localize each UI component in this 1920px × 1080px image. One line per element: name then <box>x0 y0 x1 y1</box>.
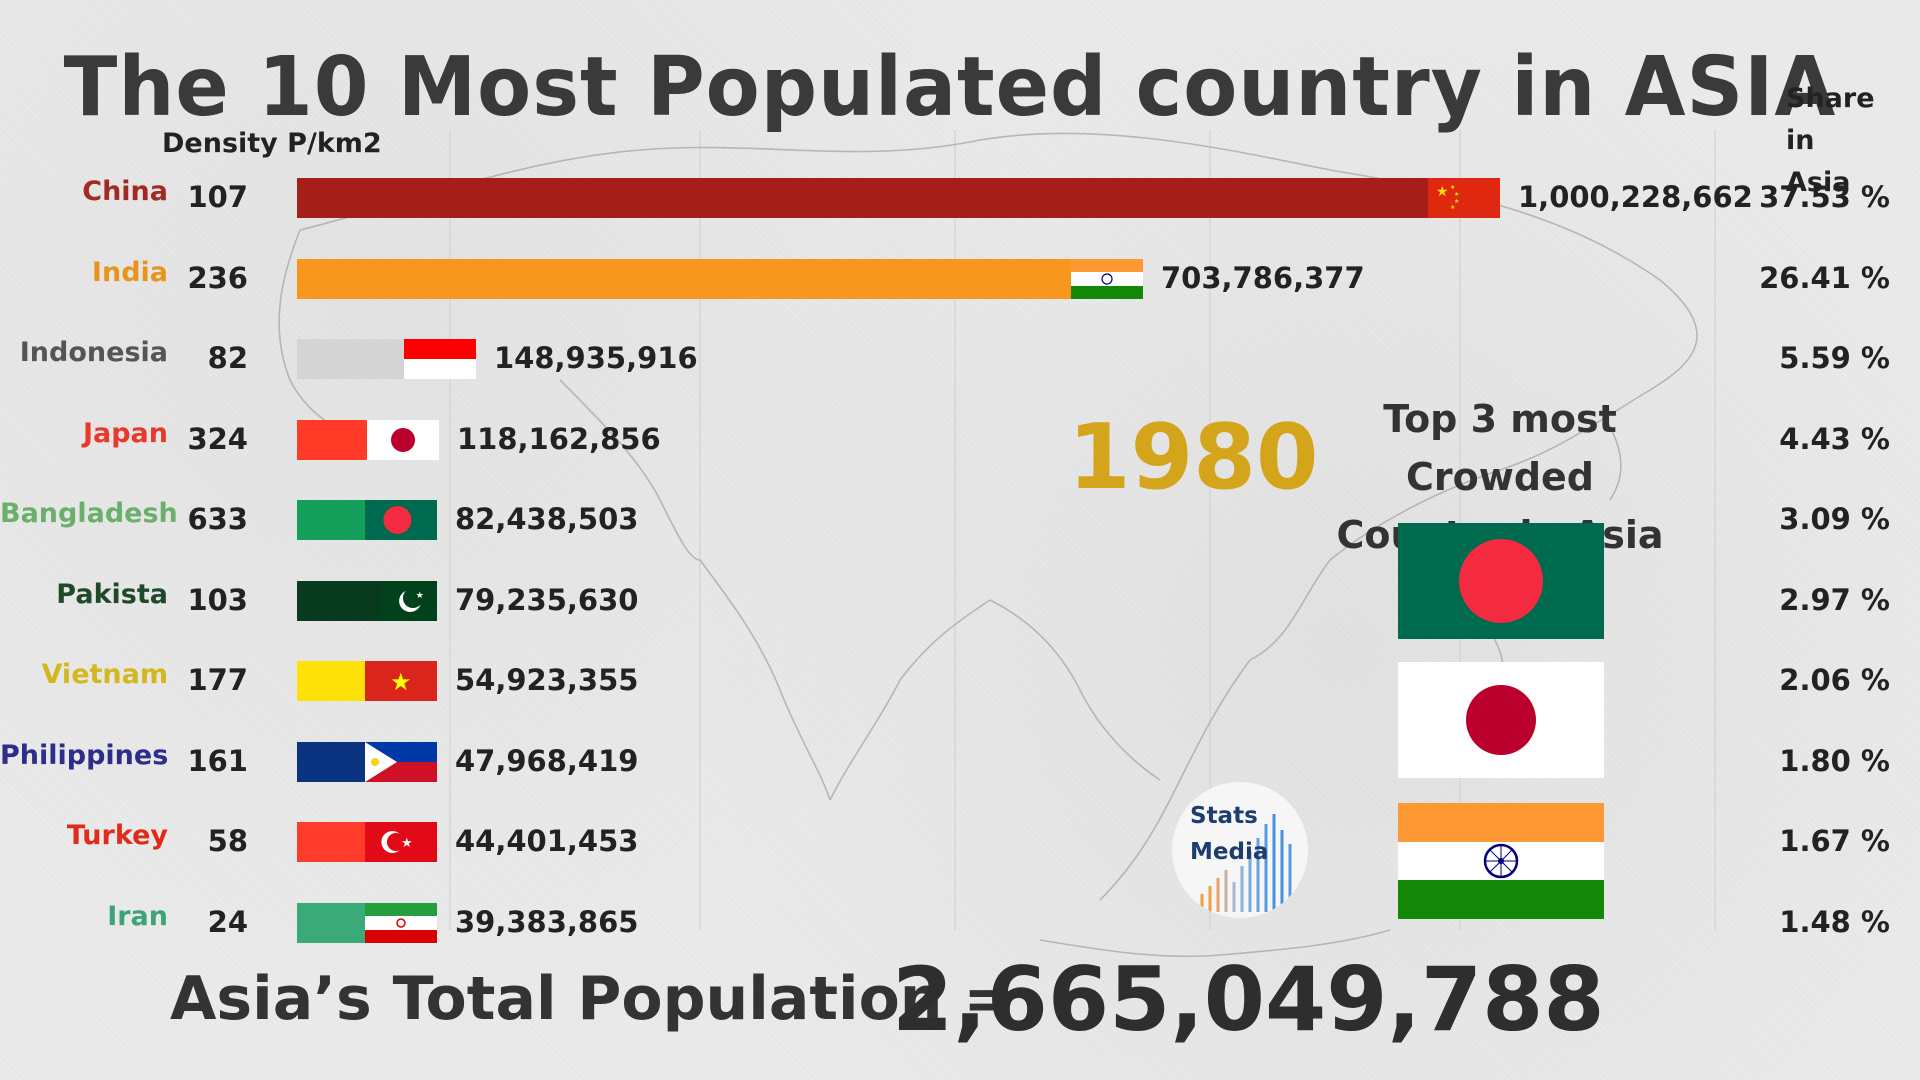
country-label: Japan <box>82 417 168 449</box>
density-header: Density P/km2 <box>162 128 382 159</box>
bar <box>297 500 437 540</box>
bar <box>297 339 476 379</box>
share-header-line-2: Asia <box>1786 167 1851 198</box>
bar-value-label: 79,235,630 <box>455 582 639 617</box>
logo-text: Stats Media <box>1190 798 1268 870</box>
bar: ★ ★ ★ ★ ★ <box>297 178 1500 218</box>
share-value: 37.53 % <box>1759 180 1890 214</box>
country-label: India <box>91 256 168 288</box>
japan-flag <box>367 419 439 460</box>
density-value: 24 <box>207 904 248 939</box>
country-label: China <box>82 176 168 207</box>
svg-text:★: ★ <box>1450 204 1455 211</box>
vietnam-flag: ★ <box>365 661 437 701</box>
density-value: 82 <box>207 341 248 375</box>
svg-text:★: ★ <box>1436 184 1449 200</box>
bar-value-label: 1,000,228,662 <box>1518 180 1753 214</box>
indonesia-flag <box>404 339 476 379</box>
share-value: 2.97 % <box>1779 582 1890 617</box>
share-value: 3.09 % <box>1779 502 1890 536</box>
top3-japan-flag <box>1398 662 1604 778</box>
density-value: 236 <box>187 260 248 295</box>
svg-text:★: ★ <box>390 668 412 696</box>
bar-value-label: 82,438,503 <box>455 502 639 536</box>
bar <box>297 741 437 782</box>
bar-value-label: 148,935,916 <box>494 341 698 375</box>
philippines-flag <box>365 741 437 782</box>
logo-text-line-2: Media <box>1190 839 1269 865</box>
bar <box>297 902 437 943</box>
density-value: 103 <box>187 582 248 617</box>
bar-value-label: 39,383,865 <box>455 904 639 939</box>
svg-text:★: ★ <box>1454 198 1459 205</box>
bar-value-label: 703,786,377 <box>1161 260 1365 295</box>
country-label: Iran <box>107 900 168 932</box>
bar: ★ <box>297 822 437 862</box>
svg-text:★: ★ <box>416 591 424 601</box>
total-population-label: Asia’s Total Population = <box>170 964 1014 1034</box>
share-header: Share in Asia <box>1786 78 1906 204</box>
top3-title-line-1: Top 3 most Crowded <box>1383 397 1617 499</box>
share-header-line-1: Share in <box>1786 83 1875 156</box>
share-value: 4.43 % <box>1779 421 1890 456</box>
year-label: 1980 <box>1068 405 1319 510</box>
india-flag <box>1071 258 1143 299</box>
svg-text:★: ★ <box>1454 191 1459 198</box>
china-flag: ★ ★ ★ ★ ★ <box>1428 178 1500 218</box>
share-value: 5.59 % <box>1779 341 1890 375</box>
svg-text:★: ★ <box>401 836 413 851</box>
bar-value-label: 54,923,355 <box>455 663 639 697</box>
density-value: 161 <box>187 743 248 778</box>
total-population-value: 2,665,049,788 <box>892 948 1605 1051</box>
bar-value-label: 47,968,419 <box>455 743 639 778</box>
density-value: 177 <box>187 663 248 697</box>
country-label: Philippines <box>0 739 169 771</box>
chart-title: The 10 Most Populated country in ASIA <box>63 40 1837 135</box>
share-value: 2.06 % <box>1779 663 1890 697</box>
pakistan-flag: ★ <box>381 580 437 621</box>
iran-flag <box>365 902 437 943</box>
country-label: Pakista <box>56 578 168 610</box>
country-label: Vietnam <box>41 659 168 690</box>
country-label: Bangladesh <box>0 498 178 529</box>
density-value: 633 <box>187 502 248 536</box>
bar <box>297 258 1143 299</box>
bar <box>297 419 439 460</box>
country-label: Turkey <box>66 820 168 851</box>
share-value: 1.48 % <box>1779 904 1890 939</box>
density-value: 58 <box>207 824 248 858</box>
share-value: 1.67 % <box>1779 824 1890 858</box>
svg-text:★: ★ <box>1450 184 1455 191</box>
bar: ★ <box>297 580 437 621</box>
country-label: Indonesia <box>19 337 168 368</box>
bar-value-label: 118,162,856 <box>457 421 661 456</box>
bar: ★ <box>297 661 437 701</box>
top3-india-flag <box>1398 803 1604 919</box>
density-value: 107 <box>187 180 248 214</box>
bangladesh-flag <box>365 500 437 540</box>
density-value: 324 <box>187 421 248 456</box>
top3-title: Top 3 most Crowded Country in Asia <box>1290 390 1710 564</box>
share-value: 1.80 % <box>1779 743 1890 778</box>
logo-text-line-1: Stats <box>1190 803 1258 829</box>
bar-value-label: 44,401,453 <box>455 824 639 858</box>
turkey-flag: ★ <box>365 822 437 862</box>
share-value: 26.41 % <box>1759 260 1890 295</box>
top3-bangladesh-flag <box>1398 523 1604 639</box>
stats-media-logo: Stats Media <box>1172 782 1308 918</box>
